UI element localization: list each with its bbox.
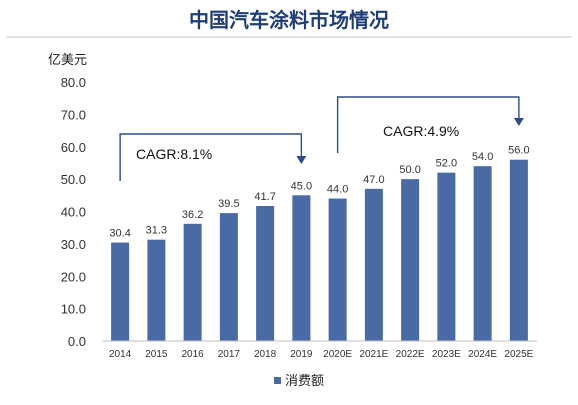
legend-swatch [274, 377, 281, 384]
y-tick-label: 60.0 [61, 140, 86, 155]
y-axis: 0.0 10.0 20.0 30.0 40.0 50.0 60.0 70.0 80.0 [61, 75, 86, 349]
data-label: 31.3 [146, 225, 167, 237]
y-tick-label: 20.0 [61, 269, 86, 284]
bar [473, 166, 492, 341]
bar [364, 188, 383, 341]
data-label: 39.5 [218, 198, 239, 210]
data-label: 50.0 [399, 164, 420, 176]
y-tick-label: 40.0 [61, 205, 86, 220]
y-tick-label: 80.0 [61, 75, 86, 90]
data-label: 47.0 [363, 174, 384, 186]
y-tick-label: 10.0 [61, 302, 86, 317]
data-label: 41.7 [254, 191, 275, 203]
y-tick-label: 70.0 [61, 107, 86, 122]
data-label: 44.0 [327, 184, 348, 196]
legend: 消费额 [274, 374, 324, 389]
bar [437, 172, 456, 341]
data-labels: 30.4 31.3 36.2 39.5 41.7 45.0 44.0 47.0 50.0 52.0… [109, 145, 529, 240]
bar [401, 179, 420, 341]
arrow-down-icon [513, 118, 524, 126]
bar [219, 213, 238, 341]
bar [147, 239, 166, 341]
bar [292, 195, 311, 341]
x-tick-label: 2015 [145, 349, 168, 360]
x-tick-label: 2014 [109, 349, 132, 360]
data-label: 56.0 [508, 145, 529, 157]
x-tick-label: 2019 [290, 349, 313, 360]
cagr-label: CAGR:8.1% [136, 146, 212, 162]
data-label: 30.4 [109, 228, 130, 240]
y-tick-label: 0.0 [68, 334, 86, 349]
x-tick-label: 2020E [323, 349, 352, 360]
cagr-label: CAGR:4.9% [383, 123, 459, 139]
cagr-bracket-line [119, 133, 303, 181]
x-tick-label: 2024E [468, 349, 497, 360]
x-tick-label: 2025E [504, 349, 533, 360]
data-label: 52.0 [436, 158, 457, 170]
x-tick-label: 2021E [359, 349, 388, 360]
y-tick-label: 50.0 [61, 172, 86, 187]
chart-title: 中国汽车涂料市场情况 [189, 8, 389, 32]
x-tick-label: 2017 [218, 349, 241, 360]
cagr-bracket-line [336, 96, 520, 153]
x-axis: 2014 2015 2016 2017 2018 2019 2020E 2021E 2022E 2… [102, 340, 537, 360]
bar [328, 198, 347, 341]
data-label: 54.0 [472, 151, 493, 163]
bar [111, 242, 130, 341]
data-label: 36.2 [182, 209, 203, 221]
bar [183, 223, 202, 341]
data-label: 45.0 [291, 180, 312, 192]
x-tick-label: 2016 [182, 349, 205, 360]
bar-series [111, 159, 528, 341]
bar [509, 159, 528, 341]
legend-label: 消费额 [285, 374, 324, 389]
x-tick-label: 2018 [254, 349, 277, 360]
cagr-annotations: CAGR:8.1% CAGR:4.9% [119, 96, 524, 181]
y-axis-unit-label: 亿美元 [48, 53, 87, 68]
y-tick-label: 30.0 [61, 237, 86, 252]
x-tick-label: 2022E [396, 349, 425, 360]
x-tick-label: 2023E [432, 349, 461, 360]
bar [256, 205, 275, 341]
arrow-down-icon [296, 156, 307, 164]
